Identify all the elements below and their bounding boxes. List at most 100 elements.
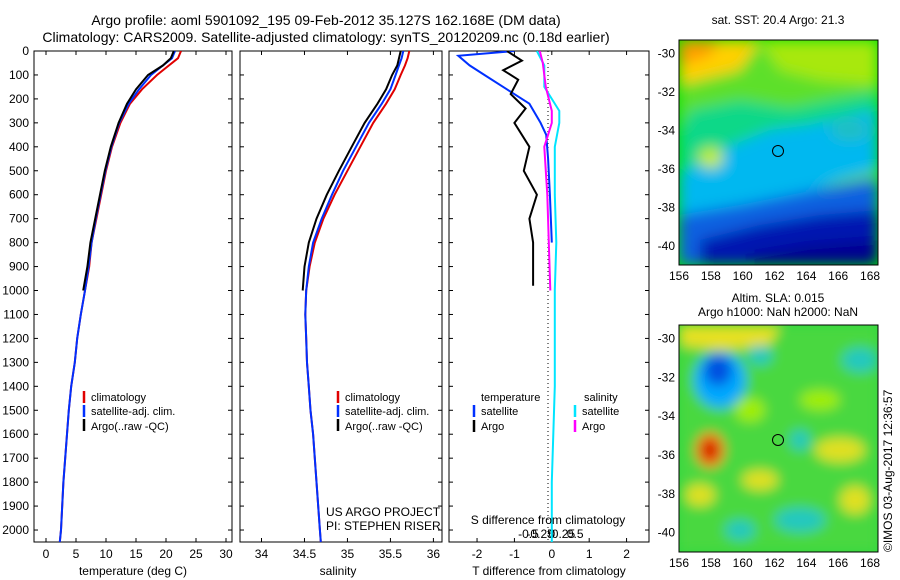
legend-temperature-argo: Argo	[481, 421, 504, 433]
argo-position-marker	[772, 145, 784, 157]
t-difference-axis-label: T difference from climatology	[472, 564, 626, 578]
legend-temperature-heading: temperature	[481, 392, 540, 404]
longitude-tick-label: 156	[669, 556, 689, 570]
series-line	[304, 51, 405, 542]
longitude-tick-label: 162	[765, 556, 785, 570]
series-line	[536, 51, 561, 542]
legend-climatology: climatology	[345, 392, 401, 404]
latitude-tick-label: -38	[658, 200, 676, 214]
sst-map	[679, 40, 878, 265]
pi-label: PI: STEPHEN RISER	[326, 519, 441, 533]
depth-tick-label: 1300	[2, 355, 29, 369]
t-difference-tick-label: -1	[509, 547, 520, 561]
depth-tick-label: 800	[9, 236, 29, 250]
depth-tick-label: 1000	[2, 284, 29, 298]
axes-group: 0100200300400500600700800900100011001200…	[2, 44, 880, 570]
depth-tick-label: 1100	[3, 307, 29, 321]
longitude-tick-label: 156	[669, 269, 689, 283]
salinity-legend: climatology satellite-adj. clim. Argo(..…	[336, 391, 429, 433]
temperature-legend: climatology satellite-adj. clim. Argo(..…	[82, 391, 175, 433]
s-difference-tick-label: 0.5	[567, 527, 584, 541]
longitude-tick-label: 168	[860, 556, 880, 570]
legend-salinity-satellite: satellite	[582, 406, 619, 418]
latitude-tick-label: -40	[658, 526, 676, 540]
latitude-tick-label: -34	[658, 409, 676, 423]
longitude-tick-label: 166	[828, 269, 848, 283]
temperature-axis-label: temperature (deg C)	[79, 564, 187, 578]
sst-map-title: sat. SST: 20.4 Argo: 21.3	[712, 13, 845, 27]
longitude-tick-label: 158	[701, 556, 721, 570]
longitude-tick-label: 168	[860, 269, 880, 283]
depth-tick-label: 300	[9, 116, 29, 130]
temperature-tick-label: 25	[189, 547, 203, 561]
imos-timestamp-label: ©IMOS 03-Aug-2017 12:36:57	[881, 389, 895, 552]
s-difference-tick-label: -0.5	[518, 527, 539, 541]
depth-tick-label: 1900	[2, 499, 29, 513]
depth-tick-label: 0	[22, 44, 29, 58]
salinity-curves	[301, 51, 411, 542]
depth-tick-label: 2000	[2, 523, 29, 537]
temperature-tick-label: 0	[43, 547, 50, 561]
depth-tick-label: 500	[9, 164, 29, 178]
series-line	[301, 51, 402, 291]
depth-tick-label: 700	[9, 212, 29, 226]
longitude-tick-label: 164	[796, 556, 816, 570]
argo-position-marker	[772, 434, 784, 446]
longitude-tick-label: 162	[765, 269, 785, 283]
legend-salinity-heading: salinity	[584, 392, 618, 404]
series-line	[82, 51, 175, 291]
longitude-tick-label: 160	[733, 556, 753, 570]
latitude-tick-label: -36	[658, 162, 676, 176]
series-line	[455, 51, 553, 243]
depth-tick-label: 1600	[2, 427, 29, 441]
temperature-tick-label: 20	[159, 547, 173, 561]
salinity-tick-label: 35.5	[379, 547, 403, 561]
temperature-curves	[58, 51, 182, 542]
temperature-tick-label: 10	[99, 547, 113, 561]
latitude-tick-label: -36	[658, 448, 676, 462]
longitude-tick-label: 166	[828, 556, 848, 570]
depth-tick-label: 1200	[2, 331, 29, 345]
longitude-tick-label: 164	[796, 269, 816, 283]
depth-tick-label: 400	[9, 140, 29, 154]
salinity-plot-frame	[239, 50, 443, 543]
series-line	[501, 51, 538, 286]
depth-tick-label: 200	[9, 92, 29, 106]
sla-map	[679, 325, 878, 552]
difference-curves	[455, 51, 561, 542]
sla-map-title: Altim. SLA: 0.015	[732, 291, 825, 305]
legend-temperature-satellite: satellite	[481, 406, 518, 418]
legend-satellite: satellite-adj. clim.	[345, 406, 429, 418]
s-difference-axis-label: S difference from climatology	[471, 513, 626, 527]
depth-tick-label: 1800	[2, 475, 29, 489]
longitude-tick-label: 160	[733, 269, 753, 283]
legend-salinity-argo: Argo	[582, 421, 605, 433]
temperature-plot-frame	[33, 50, 233, 543]
t-difference-tick-label: 0	[548, 547, 555, 561]
salinity-tick-label: 35	[341, 547, 355, 561]
latitude-tick-label: -38	[658, 487, 676, 501]
chart-title-line2: Climatology: CARS2009. Satellite-adjuste…	[42, 29, 610, 45]
depth-tick-label: 1700	[2, 451, 29, 465]
legend-climatology: climatology	[91, 392, 147, 404]
salinity-tick-label: 34	[255, 547, 269, 561]
temperature-tick-label: 5	[73, 547, 80, 561]
temperature-tick-label: 30	[219, 547, 233, 561]
latitude-tick-label: -32	[658, 85, 676, 99]
latitude-tick-label: -30	[658, 332, 676, 346]
depth-tick-label: 900	[9, 260, 29, 274]
depth-tick-label: 1400	[2, 379, 29, 393]
temperature-tick-label: 15	[129, 547, 143, 561]
latitude-tick-label: -34	[658, 123, 676, 137]
depth-tick-label: 100	[9, 68, 29, 82]
t-difference-tick-label: 2	[623, 547, 630, 561]
depth-tick-label: 600	[9, 188, 29, 202]
salinity-tick-label: 34.5	[293, 547, 317, 561]
series-line	[58, 51, 176, 542]
series-line	[538, 51, 553, 291]
sla-map-subtitle: Argo h1000: NaN h2000: NaN	[698, 305, 858, 319]
legend-satellite: satellite-adj. clim.	[91, 406, 175, 418]
longitude-tick-label: 158	[701, 269, 721, 283]
latitude-tick-label: -30	[658, 46, 676, 60]
